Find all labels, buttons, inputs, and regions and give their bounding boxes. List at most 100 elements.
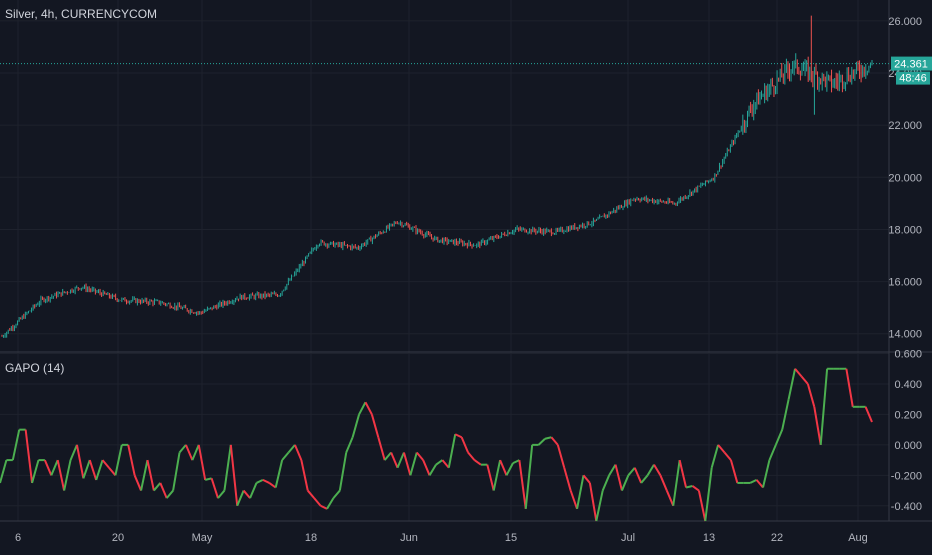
price-pane-title: Silver, 4h, CURRENCYCOM <box>5 7 157 21</box>
gapo-segment <box>659 474 668 491</box>
gapo-segment <box>313 497 322 507</box>
gapo-segment <box>364 401 373 415</box>
gapo-segment <box>550 436 559 446</box>
gapo-segment <box>396 452 405 469</box>
gapo-segment <box>50 459 59 476</box>
gapo-segment <box>685 485 693 489</box>
time-axis[interactable]: 6 20 May 18 Jun 15 Jul 13 22 Aug <box>15 532 868 544</box>
gapo-segment <box>800 375 809 385</box>
gapo-segment <box>294 444 303 461</box>
gapo-segment <box>31 459 40 484</box>
gapo-segment <box>332 489 341 499</box>
gapo-segment <box>422 459 431 476</box>
gapo-segment <box>653 464 662 476</box>
gapo-segment <box>588 482 598 522</box>
price-tick-label: 16.000 <box>888 277 922 289</box>
gapo-segment <box>415 451 424 461</box>
gapo-segment <box>512 459 520 465</box>
time-tick-label: May <box>192 532 213 544</box>
gapo-tick-label: 0.400 <box>894 379 922 391</box>
gapo-segment <box>320 504 328 510</box>
gapo-segment <box>672 459 681 506</box>
price-tick-label: 26.000 <box>888 16 922 28</box>
gapo-segment <box>351 414 361 438</box>
gapo-segment <box>473 459 482 466</box>
gapo-segment <box>229 444 239 506</box>
time-tick-label: 22 <box>771 532 783 544</box>
gapo-segment <box>56 459 66 491</box>
gapo-segment <box>114 444 123 476</box>
gapo-segment <box>178 444 187 454</box>
gapo-segment <box>717 444 726 454</box>
price-tick-label: 14.000 <box>888 329 922 341</box>
gapo-segment <box>544 436 552 440</box>
gapo-segment <box>390 452 399 469</box>
gapo-segment <box>11 429 21 461</box>
gapo-segment <box>256 478 264 484</box>
price-tick-label: 22.000 <box>888 120 922 132</box>
gapo-segment <box>762 459 771 488</box>
countdown-label: 48:46 <box>899 73 927 85</box>
gapo-segment <box>569 490 579 510</box>
gapo-segment <box>165 489 174 499</box>
last-price-badge: 24.361 48:46 <box>891 56 932 85</box>
price-tick-label: 18.000 <box>888 224 922 236</box>
time-tick-label: 15 <box>505 532 517 544</box>
gapo-segment <box>75 444 85 479</box>
gapo-segment <box>492 459 502 491</box>
gapo-segment <box>704 467 713 522</box>
gapo-segment <box>197 444 207 481</box>
gapo-segment <box>268 482 277 489</box>
time-tick-label: 13 <box>703 532 715 544</box>
gapo-segment <box>691 485 700 492</box>
gapo-segment <box>749 478 758 484</box>
gapo-segment <box>710 444 720 468</box>
gapo-segment <box>428 464 437 476</box>
gapo-segment <box>191 444 200 461</box>
gapo-axis[interactable]: -0.400 -0.200 0.000 0.200 0.400 0.600 <box>891 349 922 513</box>
price-candles <box>1 15 873 338</box>
gapo-segment <box>108 467 117 476</box>
gapo-segment <box>133 474 142 491</box>
grid <box>0 0 889 521</box>
gapo-segment <box>88 459 98 481</box>
gapo-segment <box>274 459 284 488</box>
gapo-segment <box>402 452 412 476</box>
gapo-segment <box>435 459 443 466</box>
gapo-segment <box>326 497 335 510</box>
gapo-segment <box>524 444 534 509</box>
gapo-tick-label: -0.400 <box>891 501 922 513</box>
gapo-segment <box>781 398 790 430</box>
time-tick-label: Jun <box>400 532 418 544</box>
gapo-pane-title: GAPO (14) <box>5 361 64 375</box>
gapo-tick-label: 0.600 <box>894 349 922 361</box>
gapo-segment <box>505 462 514 476</box>
gapo-segment <box>140 459 149 491</box>
gapo-segment <box>281 451 290 461</box>
gapo-segment <box>262 478 270 484</box>
gapo-segment <box>345 436 354 453</box>
gapo-segment <box>127 444 136 476</box>
gapo-segment <box>576 475 585 510</box>
gapo-segment <box>95 459 104 481</box>
gapo-segment <box>819 368 829 445</box>
gapo-segment <box>563 467 572 491</box>
time-tick-label: 20 <box>112 532 124 544</box>
time-tick-label: 6 <box>15 532 21 544</box>
gapo-segment <box>338 452 348 491</box>
gapo-segment <box>185 444 194 461</box>
gapo-segment <box>377 436 386 461</box>
gapo-segment <box>601 474 611 491</box>
gapo-segment <box>467 451 476 461</box>
gapo-segment <box>383 451 392 461</box>
gapo-segment <box>153 482 162 492</box>
gapo-segment <box>159 482 168 499</box>
gapo-segment <box>621 474 630 491</box>
gapo-tick-label: 0.200 <box>894 409 922 421</box>
gapo-segment <box>608 464 617 476</box>
gapo-segment <box>287 444 296 454</box>
gapo-segment <box>864 406 873 423</box>
gapo-segment <box>409 452 418 476</box>
